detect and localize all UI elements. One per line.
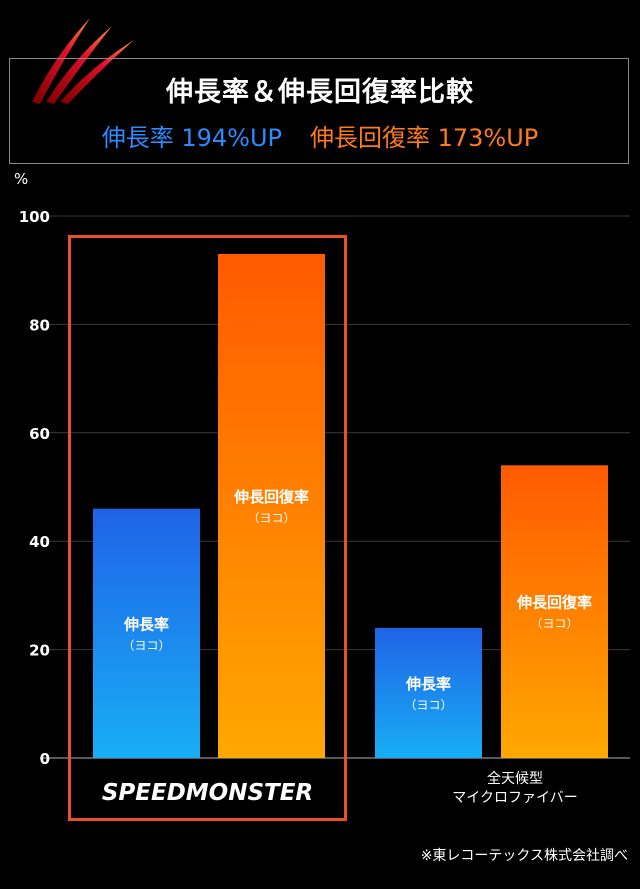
category-label-line2: マイクロファイバー [452, 790, 578, 806]
speedmonster-logo: SPEEDMONSTER [101, 780, 314, 806]
bar-elongation-0 [93, 508, 200, 758]
y-tick-label: 0 [40, 750, 50, 768]
bar-sublabel: （ヨコ） [530, 617, 578, 631]
bar-label: 伸長率 [405, 675, 451, 693]
category-label-microfiber: 全天候型 マイクロファイバー [405, 770, 625, 808]
bar-sublabel: （ヨコ） [404, 698, 452, 712]
subtitle-elongation: 伸長率 194%UP [101, 124, 282, 152]
y-tick-label: 20 [29, 642, 50, 660]
bar-recovery-0 [218, 253, 325, 758]
speedmonster-highlight-box [68, 235, 347, 821]
bar-label: 伸長率 [123, 615, 169, 633]
claw-mark-icon [32, 18, 134, 104]
y-axis-unit: % [14, 170, 29, 188]
bar-label: 伸長回復率 [516, 594, 592, 612]
y-tick-label: 80 [29, 316, 50, 334]
y-tick-label: 60 [29, 425, 50, 443]
category-label-line1: 全天候型 [487, 771, 543, 787]
bar-labels: 伸長率 （ヨコ） 伸長率 （ヨコ） 伸長回復率 （ヨコ） 伸長回復率 （ヨコ） [122, 488, 592, 712]
bars [93, 253, 608, 758]
y-tick-labels: 0 20 40 60 80 100 [19, 208, 50, 768]
y-tick-label: 40 [29, 533, 50, 551]
bar-elongation-1 [375, 627, 482, 758]
subtitle-recovery: 伸長回復率 173%UP [310, 124, 539, 152]
chart-title: 伸長率＆伸長回復率比較 [166, 77, 474, 108]
footnote: ※東レコーテックス株式会社調べ [420, 848, 628, 864]
header-box [9, 58, 629, 164]
chart-subtitle: 伸長率 194%UP 伸長回復率 173%UP [0, 118, 640, 153]
bar-sublabel: （ヨコ） [122, 638, 170, 652]
y-tick-label: 100 [19, 208, 50, 226]
bar-recovery-1 [501, 465, 608, 758]
bar-sublabel: （ヨコ） [247, 511, 295, 525]
bar-label: 伸長回復率 [233, 488, 309, 506]
